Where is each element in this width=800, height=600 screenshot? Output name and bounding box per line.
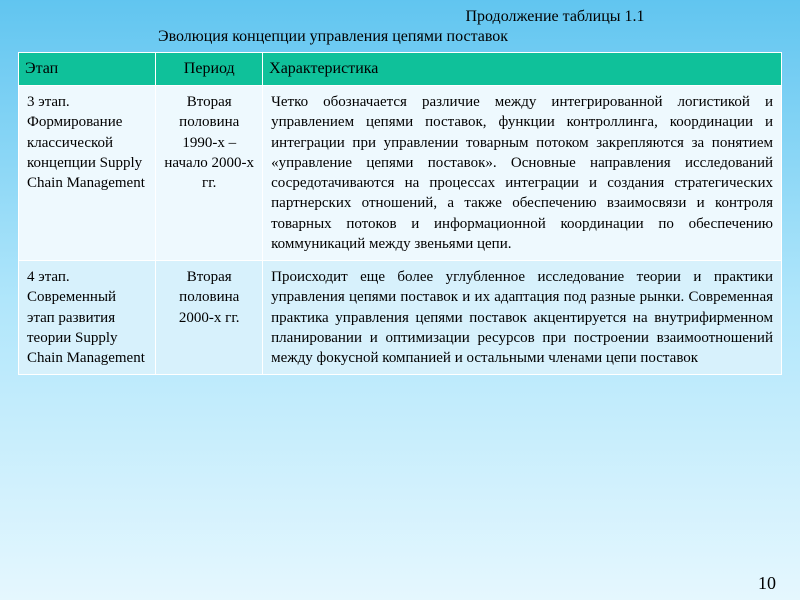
table-row: 3 этап. Формирование классической концеп… <box>19 86 782 261</box>
cell-desc: Происходит еще более углубленное исследо… <box>263 261 782 375</box>
cell-period: Вторая половина 2000-х гг. <box>156 261 263 375</box>
table-title: Эволюция концепции управления цепями пос… <box>158 28 782 46</box>
table-row: 4 этап. Современный этап развития теории… <box>19 261 782 375</box>
page-number: 10 <box>758 573 776 594</box>
cell-stage: 3 этап. Формирование классической концеп… <box>19 86 156 261</box>
col-header-stage: Этап <box>19 53 156 86</box>
cell-period: Вторая половина 1990-х – начало 2000-х г… <box>156 86 263 261</box>
table-continuation-label: Продолжение таблицы 1.1 <box>328 8 782 26</box>
evolution-table: Этап Период Характеристика 3 этап. Форми… <box>18 52 782 375</box>
cell-desc: Четко обозначается различие между интегр… <box>263 86 782 261</box>
cell-stage: 4 этап. Современный этап развития теории… <box>19 261 156 375</box>
table-header-row: Этап Период Характеристика <box>19 53 782 86</box>
col-header-period: Период <box>156 53 263 86</box>
col-header-desc: Характеристика <box>263 53 782 86</box>
